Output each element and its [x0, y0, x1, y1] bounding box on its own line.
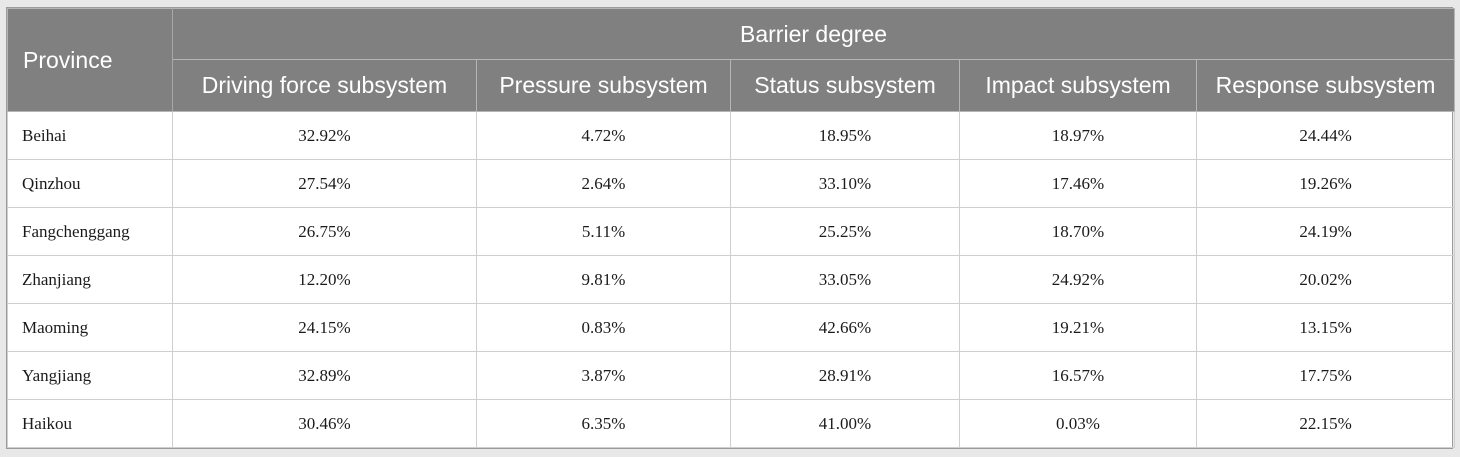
province-column-header: Province [7, 8, 173, 112]
province-cell: Fangchenggang [7, 207, 173, 256]
value-cell: 16.57% [959, 351, 1197, 400]
value-cell: 0.03% [959, 399, 1197, 448]
column-header-status: Status subsystem [730, 59, 960, 112]
column-header-response: Response subsystem [1195, 59, 1456, 112]
value-cell: 26.75% [172, 207, 477, 256]
value-cell: 24.19% [1195, 207, 1456, 256]
value-cell: 24.15% [172, 303, 477, 352]
barrier-degree-table: Province Barrier degree Driving force su… [7, 8, 1456, 448]
table-row: Fangchenggang 26.75% 5.11% 25.25% 18.70%… [7, 207, 1456, 256]
value-cell: 41.00% [730, 399, 960, 448]
value-cell: 18.97% [959, 111, 1197, 160]
value-cell: 20.02% [1195, 255, 1456, 304]
province-cell: Beihai [7, 111, 173, 160]
value-cell: 6.35% [476, 399, 731, 448]
value-cell: 9.81% [476, 255, 731, 304]
value-cell: 24.44% [1195, 111, 1456, 160]
header-row-group: Province Barrier degree [7, 8, 1456, 112]
value-cell: 3.87% [476, 351, 731, 400]
table-row: Zhanjiang 12.20% 9.81% 33.05% 24.92% 20.… [7, 255, 1456, 304]
column-header-impact: Impact subsystem [959, 59, 1197, 112]
value-cell: 42.66% [730, 303, 960, 352]
barrier-degree-table-frame: Province Barrier degree Driving force su… [6, 7, 1456, 449]
value-cell: 17.46% [959, 159, 1197, 208]
value-cell: 13.15% [1195, 303, 1456, 352]
table-row: Haikou 30.46% 6.35% 41.00% 0.03% 22.15% [7, 399, 1456, 448]
value-cell: 24.92% [959, 255, 1197, 304]
table-row: Beihai 32.92% 4.72% 18.95% 18.97% 24.44% [7, 111, 1456, 160]
province-cell: Qinzhou [7, 159, 173, 208]
table-row: Qinzhou 27.54% 2.64% 33.10% 17.46% 19.26… [7, 159, 1456, 208]
value-cell: 27.54% [172, 159, 477, 208]
province-cell: Maoming [7, 303, 173, 352]
column-header-pressure: Pressure subsystem [476, 59, 731, 112]
value-cell: 32.89% [172, 351, 477, 400]
value-cell: 2.64% [476, 159, 731, 208]
value-cell: 12.20% [172, 255, 477, 304]
header-row-subsystems: Driving force subsystem Pressure subsyst… [8, 59, 1456, 112]
column-header-driving-force: Driving force subsystem [172, 59, 477, 112]
value-cell: 18.95% [730, 111, 960, 160]
value-cell: 33.05% [730, 255, 960, 304]
value-cell: 4.72% [476, 111, 731, 160]
value-cell: 19.26% [1195, 159, 1456, 208]
value-cell: 30.46% [172, 399, 477, 448]
value-cell: 33.10% [730, 159, 960, 208]
value-cell: 0.83% [476, 303, 731, 352]
province-cell: Haikou [7, 399, 173, 448]
value-cell: 32.92% [172, 111, 477, 160]
value-cell: 17.75% [1195, 351, 1456, 400]
province-cell: Zhanjiang [7, 255, 173, 304]
value-cell: 5.11% [476, 207, 731, 256]
table-row: Yangjiang 32.89% 3.87% 28.91% 16.57% 17.… [7, 351, 1456, 400]
province-cell: Yangjiang [7, 351, 173, 400]
value-cell: 19.21% [959, 303, 1197, 352]
value-cell: 18.70% [959, 207, 1197, 256]
value-cell: 22.15% [1195, 399, 1456, 448]
barrier-degree-group-header: Barrier degree [171, 8, 1456, 60]
value-cell: 28.91% [730, 351, 960, 400]
value-cell: 25.25% [730, 207, 960, 256]
table-row: Maoming 24.15% 0.83% 42.66% 19.21% 13.15… [7, 303, 1456, 352]
